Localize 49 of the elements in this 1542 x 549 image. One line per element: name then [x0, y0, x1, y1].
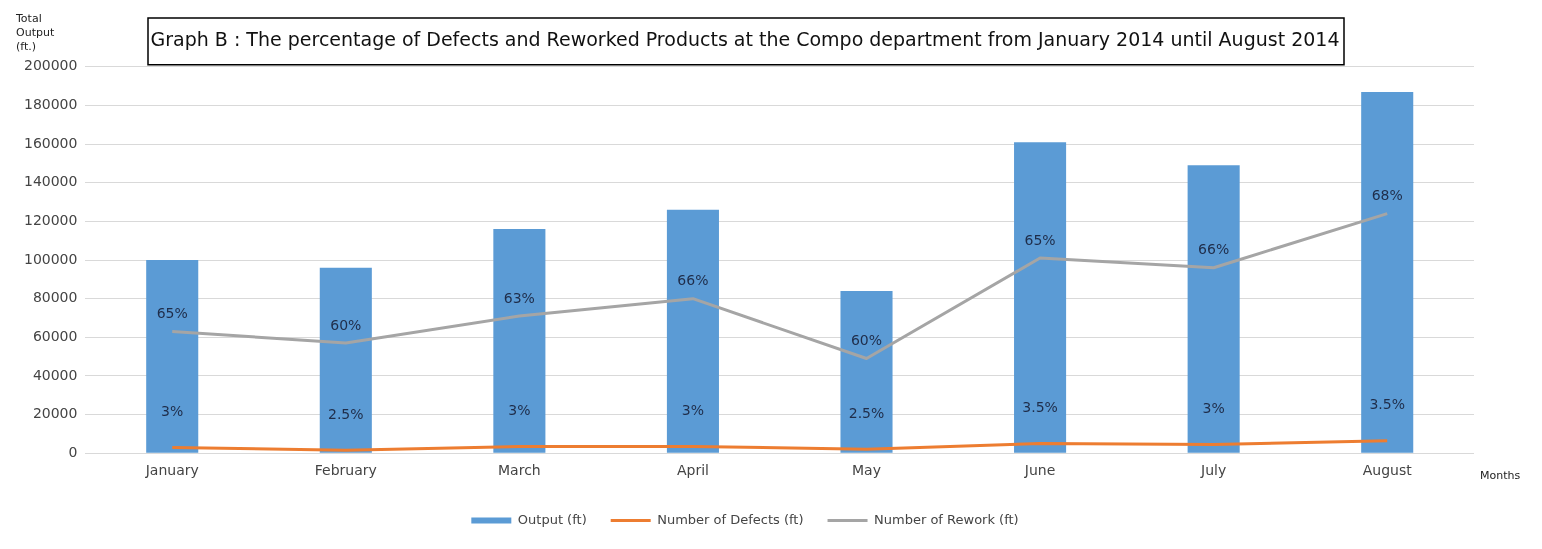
annotation: 68% — [1371, 187, 1403, 204]
bar — [1361, 91, 1414, 453]
y-tick-label: 40000 — [32, 366, 78, 383]
chart-title: Graph B : The percentage of Defects and Reworked Products at the Compo department from January 2014 until August 2014 — [150, 28, 1340, 51]
annotation: 3.5% — [1369, 396, 1405, 413]
y-tick-label: 180000 — [23, 96, 78, 113]
bar — [666, 209, 719, 453]
x-tick-label: March — [498, 462, 541, 479]
bar — [146, 260, 199, 453]
bar — [840, 290, 893, 453]
annotation: 3% — [161, 403, 184, 420]
annotation: 66% — [677, 272, 709, 289]
x-tick-label: August — [1362, 462, 1413, 479]
annotation: 3.5% — [1022, 399, 1058, 416]
y-tick-label: 0 — [68, 443, 78, 460]
annotation: 65% — [156, 305, 188, 322]
annotation: 2.5% — [848, 404, 885, 421]
bar — [319, 267, 372, 453]
annotation: 63% — [503, 289, 535, 306]
annotation: 60% — [850, 332, 883, 349]
annotation: 65% — [1024, 231, 1056, 248]
y-tick-label: 100000 — [23, 250, 78, 267]
legend-label: Number of Defects (ft) — [657, 511, 804, 527]
y-axis-title: Total Output (ft.) — [15, 12, 55, 54]
x-tick-label: July — [1200, 462, 1227, 479]
y-tick-label: 160000 — [23, 134, 78, 151]
y-tick-label: 140000 — [23, 173, 78, 190]
x-axis-title: Months — [1480, 468, 1521, 482]
y-tick-label: 20000 — [32, 405, 78, 422]
annotation: 3% — [1202, 400, 1225, 417]
annotation: 2.5% — [328, 405, 364, 422]
x-tick-label: April — [676, 462, 709, 479]
bar — [493, 229, 546, 453]
y-tick-label: 80000 — [32, 289, 78, 306]
x-tick-label: June — [1023, 462, 1056, 479]
y-tick-label: 60000 — [32, 327, 78, 344]
legend-label: Output (ft) — [517, 511, 587, 527]
legend-label: Number of Rework (ft) — [874, 511, 1019, 527]
annotation: 60% — [330, 316, 362, 333]
y-tick-label: 200000 — [23, 57, 78, 74]
annotation: 66% — [1198, 241, 1230, 258]
y-tick-label: 120000 — [23, 212, 78, 228]
annotation: 3% — [508, 402, 531, 419]
annotation: 3% — [681, 402, 705, 419]
bar — [1014, 142, 1067, 453]
x-tick-label: February — [314, 462, 377, 479]
x-tick-label: May — [852, 462, 881, 479]
bar — [1187, 165, 1240, 453]
x-tick-label: January — [144, 462, 199, 479]
